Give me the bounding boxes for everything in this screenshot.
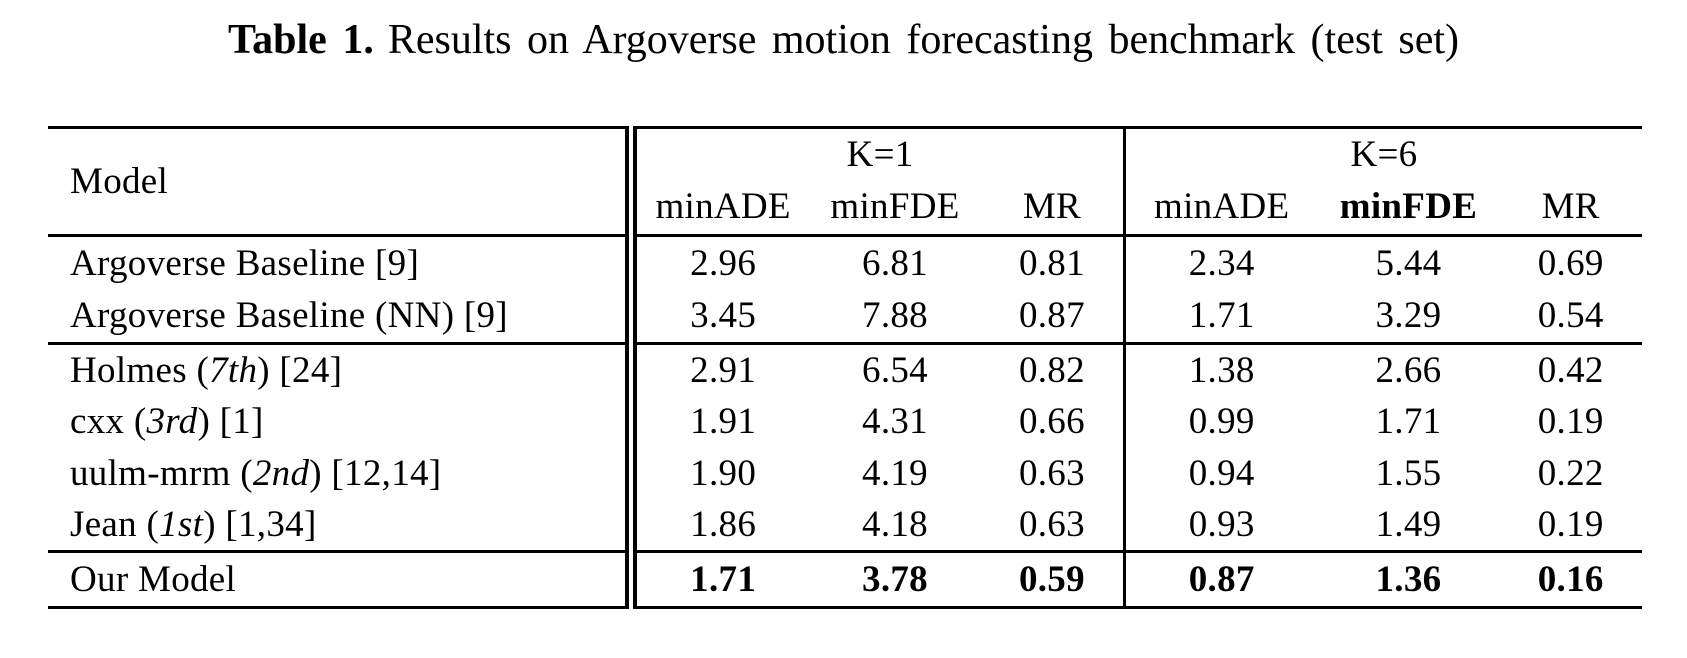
table-row: cxx (3rd) [1] 1.91 4.31 0.66 0.99 1.71 0.19 xyxy=(48,395,1642,448)
model-name-text: ) [12,14] xyxy=(309,453,442,494)
model-name-cell: uulm-mrm (2nd) [12,14] xyxy=(48,447,638,500)
column-header-k1-mr: MR xyxy=(980,179,1126,237)
model-rank-italic: 1st xyxy=(159,504,204,546)
metric-value-cell: 7.88 xyxy=(809,289,981,345)
column-header-k1-minfde: minFDE xyxy=(809,179,981,237)
model-name-text: cxx ( xyxy=(70,401,147,442)
metric-value-cell: 1.38 xyxy=(1188,349,1255,391)
metric-value-cell: 6.54 xyxy=(862,349,928,391)
metric-value-cell: 1.71 xyxy=(690,559,757,600)
column-header-model: Model xyxy=(48,127,638,237)
table-row: Jean (1st) [1,34] 1.86 4.18 0.63 0.93 1.49 0.1… xyxy=(48,499,1642,553)
metric-value-cell: 0.22 xyxy=(1537,453,1604,494)
model-name-cell: Our Model xyxy=(48,551,638,608)
model-name-cell: Argoverse Baseline (NN) [9] xyxy=(48,289,638,345)
metric-value-cell: 4.31 xyxy=(862,401,928,442)
column-header-k6-minade: minADE xyxy=(1124,179,1318,237)
metric-value-cell: 1.55 xyxy=(1375,453,1442,494)
metric-value-cell: 0.63 xyxy=(980,447,1126,500)
metric-value-cell: 0.99 xyxy=(1188,401,1255,442)
metric-value-cell: 0.19 xyxy=(1537,401,1604,442)
metric-value-cell: 2.66 xyxy=(1375,349,1442,391)
metric-header-row: minADE minFDE MR minADE minFDE MR xyxy=(48,179,1642,237)
model-rank-italic: 2nd xyxy=(252,453,310,494)
column-group-k1: K=1 xyxy=(631,127,1126,180)
table-row: uulm-mrm (2nd) [12,14] 1.90 4.19 0.63 0.94 1.… xyxy=(48,447,1642,500)
table-row: Argoverse Baseline [9] 2.96 6.81 0.81 2.34 5.… xyxy=(48,235,1642,290)
metric-value-cell: 2.34 xyxy=(1188,242,1255,284)
metric-value-cell: 6.81 xyxy=(862,242,928,284)
model-name-text: Argoverse Baseline (NN) [9] xyxy=(70,295,508,337)
metric-value-cell: 0.42 xyxy=(1537,349,1604,391)
metric-value-cell: 0.66 xyxy=(980,395,1126,448)
metric-value-cell: 3.45 xyxy=(631,289,810,345)
metric-value-cell: 0.54 xyxy=(1499,289,1642,345)
metric-value-cell: 0.94 xyxy=(1188,453,1255,494)
model-name-text: Our Model xyxy=(70,559,237,600)
model-name-cell: Holmes (7th) [24] xyxy=(48,343,638,396)
table-row: Holmes (7th) [24] 2.91 6.54 0.82 1.38 2.66 0.4… xyxy=(48,343,1642,396)
metric-value-cell: 0.59 xyxy=(980,551,1126,608)
metric-value-cell: 0.87 xyxy=(980,289,1126,345)
model-name-cell: Argoverse Baseline [9] xyxy=(48,235,638,290)
model-name-text: ) [1,34] xyxy=(203,504,317,546)
table-body: Argoverse Baseline [9] 2.96 6.81 0.81 2.34 5.… xyxy=(48,235,1642,608)
metric-value-cell: 1.49 xyxy=(1317,499,1500,553)
metric-value-cell: 1.90 xyxy=(690,453,757,494)
model-name-cell: Jean (1st) [1,34] xyxy=(48,499,638,553)
model-rank-italic: 3rd xyxy=(146,401,198,442)
metric-value-cell: 0.63 xyxy=(980,499,1126,553)
metric-value-cell: 0.93 xyxy=(1124,499,1318,553)
metric-value-cell: 1.71 xyxy=(1375,401,1442,442)
metric-value-cell: 1.36 xyxy=(1375,559,1442,600)
table-header: Model K=1 K=6 minADE minFDE MR minADE minFDE… xyxy=(48,127,1642,237)
table-caption-text: Results on Argoverse motion forecasting … xyxy=(387,17,1459,63)
model-name-cell: cxx (3rd) [1] xyxy=(48,395,638,448)
table-row: Our Model 1.71 3.78 0.59 0.87 1.36 0.16 xyxy=(48,551,1642,608)
metric-value-cell: 0.82 xyxy=(980,343,1126,396)
metric-value-cell: 0.19 xyxy=(1499,499,1642,553)
column-header-k6-minfde: minFDE xyxy=(1317,179,1500,237)
metric-value-cell: 2.91 xyxy=(690,349,757,391)
results-table: Model K=1 K=6 minADE minFDE MR minADE minFDE… xyxy=(48,126,1642,609)
metric-value-cell: 1.71 xyxy=(1124,289,1318,345)
metric-value-cell: 0.81 xyxy=(980,235,1126,290)
column-header-k1-minade: minADE xyxy=(631,179,810,237)
metric-value-cell: 0.69 xyxy=(1537,242,1604,284)
model-name-text: uulm-mrm ( xyxy=(70,453,253,494)
column-header-k6-mr: MR xyxy=(1499,179,1642,237)
model-name-text: Argoverse Baseline [9] xyxy=(70,242,420,284)
metric-value-cell: 1.86 xyxy=(631,499,810,553)
metric-value-cell: 4.19 xyxy=(862,453,928,494)
metric-value-cell: 4.18 xyxy=(809,499,981,553)
model-rank-italic: 7th xyxy=(209,349,258,391)
model-name-text: Holmes ( xyxy=(70,349,210,391)
metric-value-cell: 0.16 xyxy=(1537,559,1604,600)
model-name-text: Jean ( xyxy=(70,504,160,546)
table-row: Argoverse Baseline (NN) [9] 3.45 7.88 0.87 1… xyxy=(48,289,1642,345)
group-header-row: Model K=1 K=6 xyxy=(48,127,1642,237)
metric-value-cell: 5.44 xyxy=(1375,242,1442,284)
metric-value-cell: 3.29 xyxy=(1317,289,1500,345)
metric-value-cell: 0.87 xyxy=(1188,559,1255,600)
metric-value-cell: 3.78 xyxy=(862,559,928,600)
table-caption: Table 1. Results on Argoverse motion fore… xyxy=(0,16,1687,64)
metric-value-cell: 1.91 xyxy=(690,401,757,442)
model-name-text: ) [1] xyxy=(197,401,264,442)
metric-value-cell: 2.96 xyxy=(690,242,757,284)
column-group-k6: K=6 xyxy=(1350,133,1418,175)
model-name-text: ) [24] xyxy=(257,349,343,391)
table-caption-label: Table 1. xyxy=(228,17,374,63)
